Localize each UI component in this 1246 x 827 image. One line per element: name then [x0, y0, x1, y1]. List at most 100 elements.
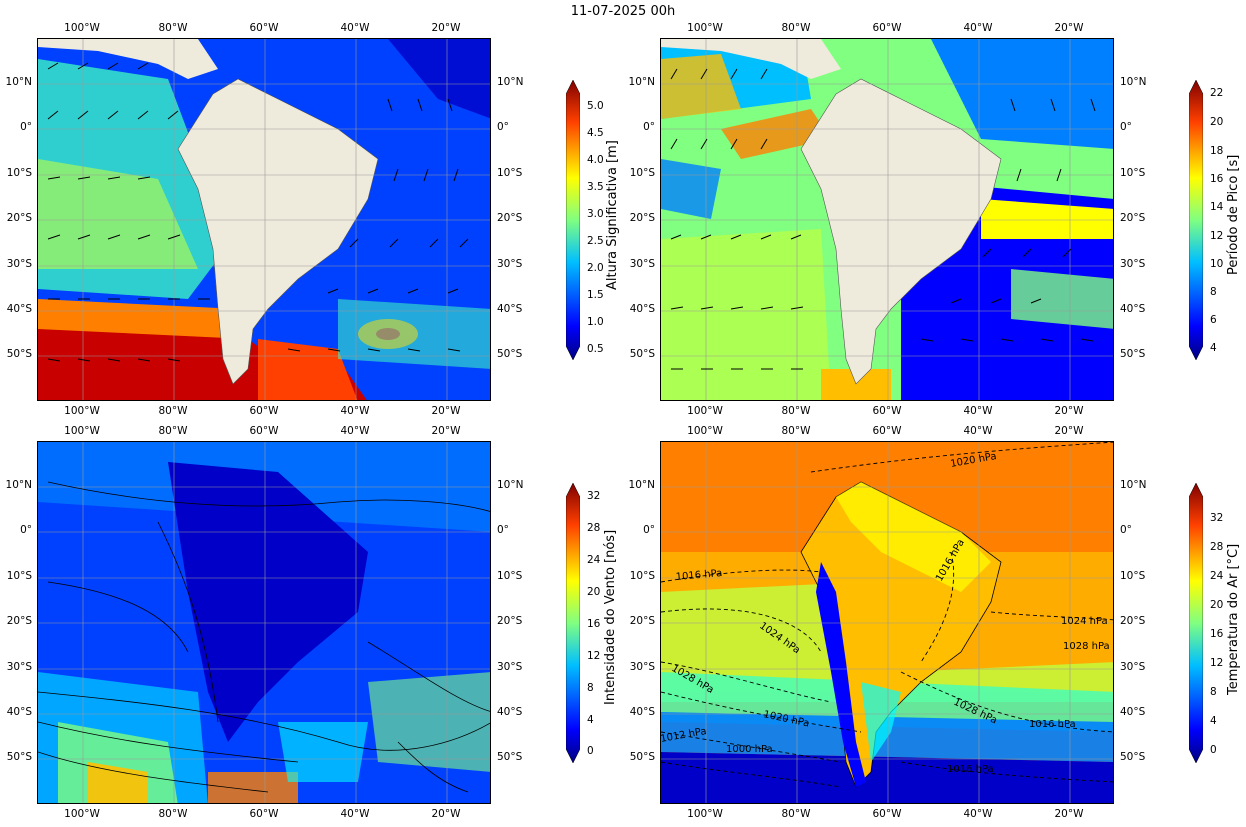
lon-tick-label: 40°W	[340, 405, 370, 417]
colorbar-label: Intensidade do Vento [nós]	[603, 529, 618, 705]
lat-tick-label: 0°	[1120, 524, 1132, 536]
lat-tick-label: 10°N	[5, 479, 32, 491]
lat-tick-label: 50°S	[6, 348, 32, 360]
lat-tick-label: 10°N	[497, 479, 524, 491]
colorbar-tick: 16	[1210, 173, 1224, 185]
isobar-label: 1016 hPa	[1029, 719, 1076, 730]
lat-tick-label: 50°S	[6, 751, 32, 763]
colorbar-tick: 0	[1210, 744, 1217, 756]
colorbar-tick: 16	[1210, 628, 1224, 640]
colorbar-label: Temperatura do Ar [°C]	[1226, 543, 1241, 695]
lon-tick-label: 80°W	[781, 405, 811, 417]
lat-tick-label: 30°S	[629, 661, 655, 673]
lat-tick-label: 30°S	[629, 258, 655, 270]
colorbar-tick: 12	[1210, 230, 1224, 242]
south-america-landmass	[177, 78, 379, 385]
colorbar-tick: 5.0	[587, 100, 604, 112]
colorbar-tick: 0	[587, 745, 594, 757]
colorbar-tick: 12	[587, 650, 601, 662]
lat-lon-grid	[661, 442, 1113, 803]
wind-speed-field	[38, 442, 490, 803]
colorbar-tick: 22	[1210, 87, 1224, 99]
colorbar-tick: 4.0	[587, 154, 604, 166]
lat-tick-label: 20°S	[497, 615, 523, 627]
lon-tick-label: 100°W	[687, 425, 723, 437]
lat-tick-label: 20°S	[6, 615, 32, 627]
lat-tick-label: 10°S	[497, 570, 523, 582]
lon-tick-label: 100°W	[687, 405, 723, 417]
lon-tick-label: 20°W	[431, 808, 461, 820]
colorbar-wind-speed	[565, 482, 581, 764]
lat-tick-label: 10°S	[6, 570, 32, 582]
lat-tick-label: 10°S	[1120, 570, 1146, 582]
lon-tick-label: 100°W	[64, 808, 100, 820]
colorbar-tick: 32	[1210, 512, 1224, 524]
colorbar-air-temperature	[1188, 482, 1204, 764]
lon-tick-label: 20°W	[431, 22, 461, 34]
map-air-temperature: 1020 hPa 1016 hPa 1016 hPa 1024 hPa 1024…	[660, 441, 1114, 804]
colorbar-tick: 3.5	[587, 181, 604, 193]
lon-tick-label: 40°W	[963, 405, 993, 417]
lat-tick-label: 50°S	[629, 348, 655, 360]
lat-tick-label: 40°S	[1120, 303, 1146, 315]
colorbar-tick: 0.5	[587, 343, 604, 355]
lat-tick-label: 0°	[497, 524, 509, 536]
lat-tick-label: 10°S	[629, 570, 655, 582]
lon-tick-label: 60°W	[872, 425, 902, 437]
lat-tick-label: 30°S	[497, 661, 523, 673]
lon-tick-label: 20°W	[1054, 425, 1084, 437]
lon-tick-label: 100°W	[64, 405, 100, 417]
lat-tick-label: 40°S	[497, 706, 523, 718]
lat-tick-label: 10°N	[628, 76, 655, 88]
lon-tick-label: 80°W	[158, 405, 188, 417]
lon-tick-label: 60°W	[249, 405, 279, 417]
lon-tick-label: 80°W	[781, 22, 811, 34]
colorbar-tick: 2.5	[587, 235, 604, 247]
lon-tick-label: 80°W	[781, 425, 811, 437]
lon-tick-label: 80°W	[158, 425, 188, 437]
lat-tick-label: 30°S	[1120, 661, 1146, 673]
lon-tick-label: 80°W	[781, 808, 811, 820]
colorbar-tick: 8	[1210, 286, 1217, 298]
lon-tick-label: 80°W	[158, 22, 188, 34]
lat-tick-label: 10°S	[497, 167, 523, 179]
lat-tick-label: 10°S	[6, 167, 32, 179]
isobar-label: 1016 hPa	[947, 764, 994, 775]
lon-tick-label: 40°W	[963, 808, 993, 820]
lat-tick-label: 50°S	[1120, 751, 1146, 763]
lat-lon-grid	[38, 442, 490, 803]
streamlines	[38, 481, 490, 793]
lat-lon-grid	[661, 39, 1113, 400]
lat-tick-label: 20°S	[1120, 615, 1146, 627]
lat-tick-label: 20°S	[629, 212, 655, 224]
lat-tick-label: 0°	[643, 524, 655, 536]
colorbar-label: Altura Significativa [m]	[605, 140, 620, 290]
lat-tick-label: 20°S	[497, 212, 523, 224]
colorbar-tick: 10	[1210, 258, 1224, 270]
lat-tick-label: 10°S	[629, 167, 655, 179]
lon-tick-label: 40°W	[340, 425, 370, 437]
lat-tick-label: 10°N	[628, 479, 655, 491]
lat-tick-label: 50°S	[497, 348, 523, 360]
colorbar-tick: 8	[587, 682, 594, 694]
isobar-label: 1000 hPa	[726, 744, 773, 755]
isobars	[661, 442, 1113, 788]
colorbar-tick: 1.5	[587, 289, 604, 301]
colorbar-tick: 24	[587, 554, 601, 566]
lat-tick-label: 40°S	[629, 706, 655, 718]
colorbar-tick: 28	[1210, 541, 1224, 553]
lon-tick-label: 100°W	[64, 22, 100, 34]
lat-tick-label: 40°S	[1120, 706, 1146, 718]
lat-tick-label: 40°S	[6, 706, 32, 718]
lon-tick-label: 40°W	[340, 22, 370, 34]
colorbar-wave-height	[565, 79, 581, 361]
lat-tick-label: 40°S	[497, 303, 523, 315]
lat-tick-label: 30°S	[6, 661, 32, 673]
isobar-label: 1016 hPa	[675, 568, 722, 583]
wave-height-field	[38, 39, 490, 400]
colorbar-tick: 4.5	[587, 127, 604, 139]
lat-tick-label: 0°	[1120, 121, 1132, 133]
south-america-landmass	[800, 78, 1002, 385]
lat-lon-grid	[38, 39, 490, 400]
colorbar-tick: 1.0	[587, 316, 604, 328]
